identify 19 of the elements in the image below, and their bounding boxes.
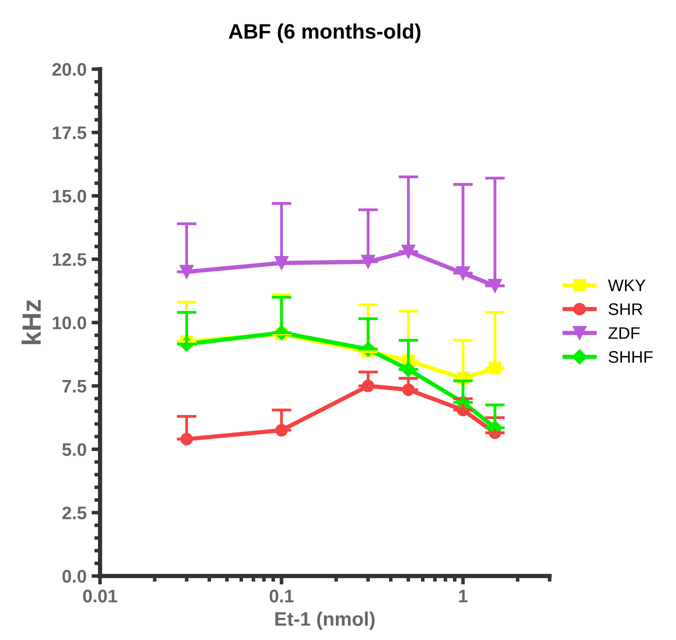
y-tick-label: 7.5	[62, 380, 86, 393]
x-axis-title: Et-1 (nmol)	[275, 612, 375, 630]
chart-title: ABF (6 months-old)	[228, 23, 420, 43]
y-tick-label: 17.5	[52, 126, 86, 140]
legend-label: SHHF	[608, 351, 653, 363]
x-tick-label: 0.01	[83, 590, 118, 602]
y-tick-label: 15.0	[52, 190, 86, 203]
y-tick-label: 5.0	[62, 443, 86, 456]
y-tick-label: 2.5	[62, 506, 86, 520]
y-tick-label: 20.0	[52, 63, 86, 76]
y-tick-label: 10.0	[52, 316, 86, 330]
x-tick-label: 0.1	[270, 590, 294, 602]
legend-label: ZDF	[608, 327, 640, 339]
y-tick-label: 12.5	[52, 253, 86, 266]
legend-label: WKY	[608, 280, 646, 292]
y-tick-label: 0.0	[62, 570, 86, 583]
y-axis-title: kHz	[22, 300, 41, 344]
x-tick-label: 1	[459, 590, 468, 602]
legend-label: SHR	[608, 303, 642, 316]
